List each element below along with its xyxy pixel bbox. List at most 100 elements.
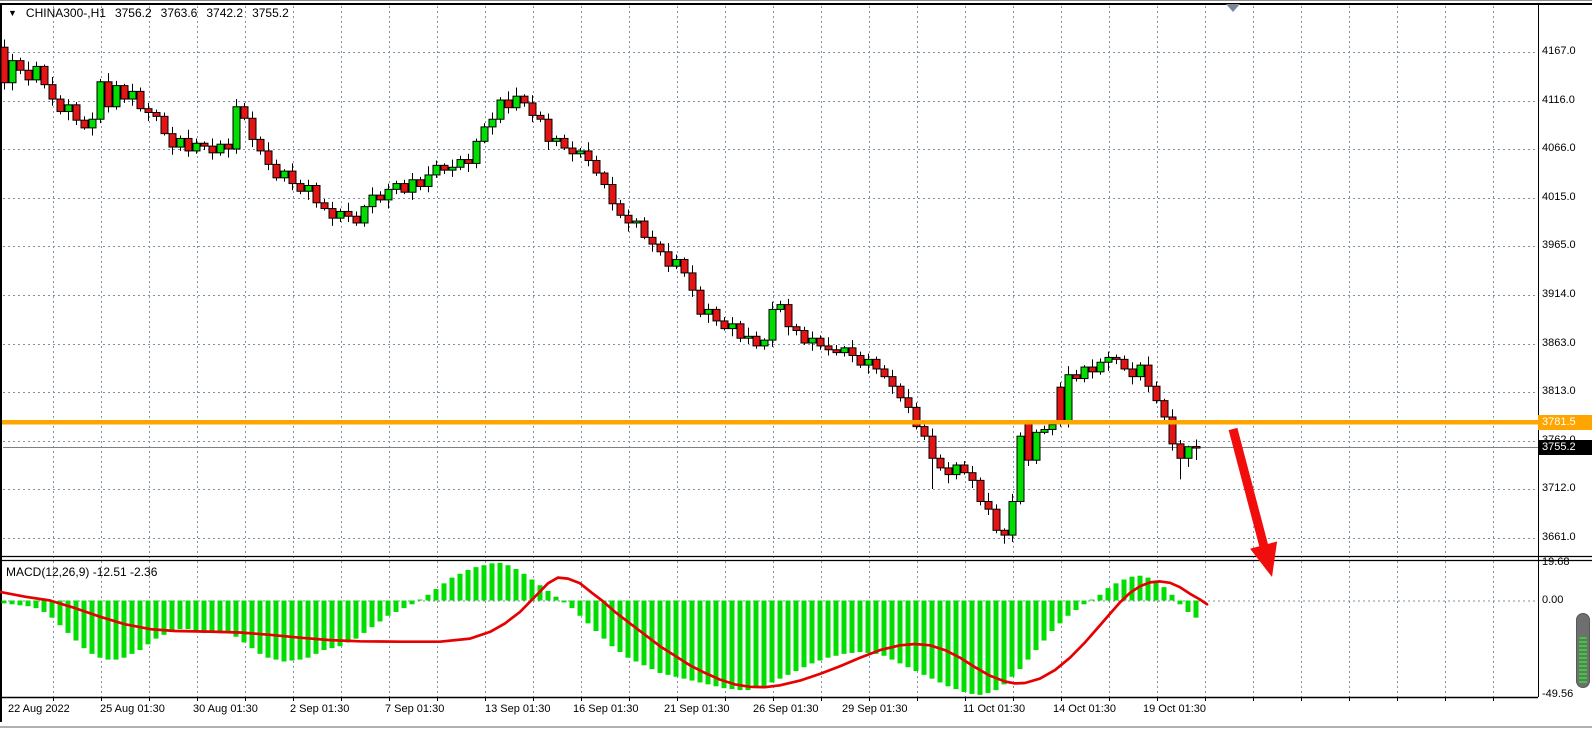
macd-histogram-bar [993,600,999,691]
macd-histogram-bar [657,600,663,673]
macd-histogram-bar [489,563,495,601]
candle-up [192,142,201,152]
macd-histogram-bar [769,600,775,683]
macd-histogram-bar [33,600,39,609]
macd-histogram-bar [1177,600,1183,605]
symbol-dropdown-icon[interactable]: ▼ [8,8,17,18]
macd-histogram-bar [257,600,263,654]
macd-histogram-bar [1009,600,1015,677]
candle-up [744,335,753,339]
macd-histogram-bar [1137,575,1143,601]
candle-down [416,179,425,187]
candle-up [1064,374,1073,423]
title-symbol-period: CHINA300-,H1 [25,6,106,20]
macd-histogram-bar [57,600,63,626]
candle-down [912,406,921,428]
macd-histogram-bar [169,600,175,631]
candle-up [1104,356,1113,363]
macd-histogram-bar [217,600,223,631]
macd-histogram-bar [233,600,239,637]
macd-axis-label: 0.00 [1542,593,1564,606]
scrollbar-pill[interactable] [1576,613,1590,688]
macd-histogram-bar [1,600,7,604]
macd-histogram-bar [841,600,847,654]
candle-down [936,457,945,469]
candle-down [1072,374,1081,380]
macd-histogram-bar [129,600,135,654]
candle-up [456,159,465,168]
candle-down [968,472,977,481]
candle-down [352,215,361,224]
bar-position-marker-icon [1226,4,1240,12]
price-axis-label: 3914.0 [1542,288,1576,300]
candle-down [720,320,729,330]
macd-histogram-bar [729,600,735,690]
candle-down [160,115,169,135]
macd-histogram-bar [337,600,343,647]
candle-down [648,236,657,245]
macd-histogram-bar [817,600,823,661]
candle-up [840,347,849,354]
candle-down [344,210,353,217]
macd-histogram-bar [785,600,791,675]
macd-histogram-bar [1129,576,1135,601]
macd-histogram-bar [481,565,487,601]
candle-down [608,184,617,205]
macd-histogram-bar [697,600,703,683]
macd-histogram-bar [1025,600,1031,660]
candle-down [1160,400,1169,418]
candle-up [1136,364,1145,378]
candle-up [672,258,681,267]
candle-down [688,272,697,291]
candle-down [832,349,841,354]
candle-down [1144,364,1153,387]
candle-down [816,337,825,347]
candle-down [312,185,321,204]
candle-down [1192,446,1201,449]
red-arrow-head [1250,541,1278,577]
candle-up [728,323,737,330]
candle-up [760,339,769,347]
macd-histogram-bar [713,600,719,687]
candle-down [584,150,593,162]
candle-down [1112,356,1121,360]
macd-histogram-bar [905,600,911,668]
candle-down [0,46,9,84]
candle-up [432,164,441,176]
macd-histogram-bar [1161,587,1167,601]
time-axis-label: 29 Sep 01:30 [842,703,908,715]
time-axis-label: 25 Aug 01:30 [100,703,165,715]
macd-histogram-bar [65,600,71,633]
candle-down [400,183,409,193]
macd-histogram-bar [25,600,31,607]
window-bottom-edge [0,726,1592,728]
macd-histogram-bar [889,600,895,660]
macd-histogram-bar [761,600,767,687]
macd-histogram-bar [105,600,111,660]
macd-histogram-bar [897,600,903,664]
candle-up [1096,361,1105,373]
candle-down [752,335,761,347]
red-arrow-shaft [1228,427,1270,553]
macd-histogram-bar [721,600,727,689]
macd-histogram-bar [945,600,951,687]
macd-histogram-bar [1105,588,1111,601]
macd-histogram-bar [441,583,447,601]
price-axis-label: 3712.0 [1542,482,1576,495]
macd-histogram-bar [361,600,367,633]
candle-up [64,104,73,113]
price-axis-label: 3813.0 [1542,385,1576,397]
macd-axis-label: 19.68 [1542,556,1570,568]
macd-histogram-bar [633,600,639,662]
candle-down [888,376,897,387]
candle-down [296,183,305,192]
price-badge-orange: 3781.5 [1538,414,1592,430]
candle-down [824,345,833,351]
candle-down [1120,358,1129,370]
macd-histogram-bar [153,600,159,639]
candle-up [1016,435,1025,503]
macd-histogram-bar [1113,583,1119,601]
candle-down [136,90,145,110]
candle-down [504,99,513,109]
